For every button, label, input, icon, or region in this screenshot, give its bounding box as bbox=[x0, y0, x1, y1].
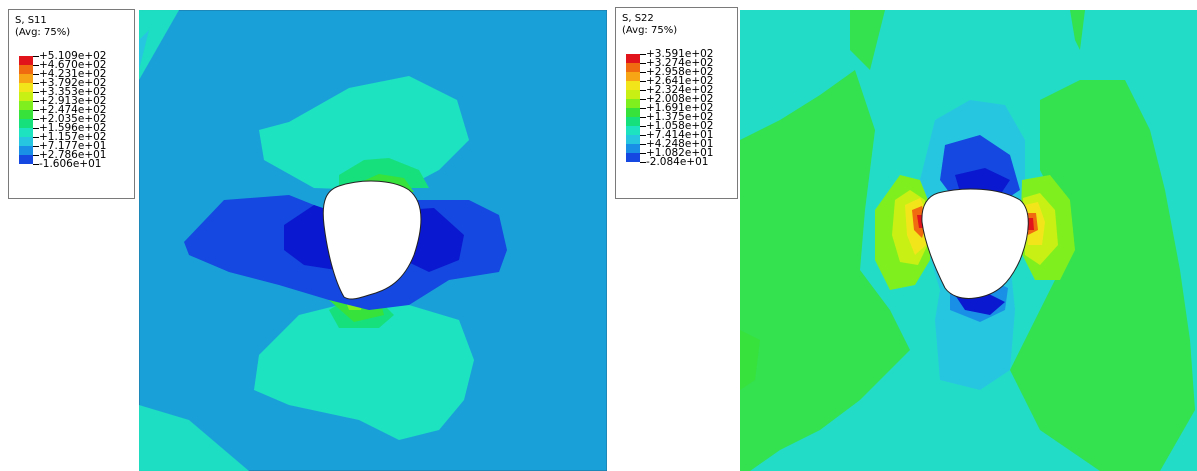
s22-legend-label: +1.082e+01 bbox=[646, 147, 714, 159]
s22-swatch bbox=[626, 63, 640, 72]
s22-legend-label: +2.641e+02 bbox=[646, 75, 714, 87]
s11-legend-subtitle: (Avg: 75%) bbox=[15, 27, 71, 38]
s22-swatch bbox=[626, 126, 640, 135]
s11-legend-label: +3.792e+02 bbox=[39, 77, 107, 89]
s22-swatch bbox=[626, 144, 640, 153]
s11-swatch bbox=[19, 74, 33, 83]
s22-legend-label: +2.958e+02 bbox=[646, 66, 714, 78]
s11-legend-label: +7.177e+01 bbox=[39, 140, 107, 152]
s11-legend: S, S11 (Avg: 75%) +5.109e+02 +4.670e+02 … bbox=[8, 9, 135, 199]
s22-swatch bbox=[626, 54, 640, 63]
s11-legend-label: +2.474e+02 bbox=[39, 104, 107, 116]
s11-swatch bbox=[19, 83, 33, 92]
s22-legend-label: +2.008e+02 bbox=[646, 93, 714, 105]
s22-contour-plot bbox=[740, 10, 1197, 471]
s22-swatch bbox=[626, 108, 640, 117]
s11-swatch bbox=[19, 155, 33, 164]
s22-legend-label: -2.084e+01 bbox=[646, 156, 709, 168]
s22-legend-label: +7.414e+01 bbox=[646, 129, 714, 141]
s11-legend-title: S, S11 bbox=[15, 15, 47, 26]
s11-swatch bbox=[19, 119, 33, 128]
s22-legend-title: S, S22 bbox=[622, 13, 654, 24]
s22-legend-label: +1.691e+02 bbox=[646, 102, 714, 114]
s11-legend-label: +1.157e+02 bbox=[39, 131, 107, 143]
s11-legend-label: +4.231e+02 bbox=[39, 68, 107, 80]
s11-swatch bbox=[19, 128, 33, 137]
s11-swatch bbox=[19, 56, 33, 65]
s22-legend: S, S22 (Avg: 75%) +3.591e+02 +3.274e+02 … bbox=[615, 7, 738, 199]
s22-legend-subtitle: (Avg: 75%) bbox=[622, 25, 678, 36]
s11-swatch bbox=[19, 65, 33, 74]
s11-swatch bbox=[19, 92, 33, 101]
s22-legend-label: +1.375e+02 bbox=[646, 111, 714, 123]
s11-legend-label: -1.606e+01 bbox=[39, 158, 102, 170]
s22-swatch bbox=[626, 117, 640, 126]
s22-legend-label: +3.274e+02 bbox=[646, 57, 714, 69]
s22-swatch bbox=[626, 81, 640, 90]
s11-legend-label: +1.596e+02 bbox=[39, 122, 107, 134]
s11-swatch bbox=[19, 110, 33, 119]
s11-legend-label: +2.035e+02 bbox=[39, 113, 107, 125]
s22-legend-label: +3.591e+02 bbox=[646, 48, 714, 60]
s22-swatch bbox=[626, 135, 640, 144]
s11-legend-label: +4.670e+02 bbox=[39, 59, 107, 71]
s22-swatch bbox=[626, 90, 640, 99]
s22-swatch bbox=[626, 153, 640, 162]
s11-swatch bbox=[19, 137, 33, 146]
s22-legend-label: +1.058e+02 bbox=[646, 120, 714, 132]
s11-swatch bbox=[19, 146, 33, 155]
s11-legend-label: +5.109e+02 bbox=[39, 50, 107, 62]
s22-legend-label: +4.248e+01 bbox=[646, 138, 714, 150]
s22-legend-label: +2.324e+02 bbox=[646, 84, 714, 96]
s22-swatch bbox=[626, 72, 640, 81]
s22-swatch bbox=[626, 99, 640, 108]
s11-legend-label: +3.353e+02 bbox=[39, 86, 107, 98]
s11-swatch bbox=[19, 101, 33, 110]
s11-legend-label: +2.786e+01 bbox=[39, 149, 107, 161]
s11-legend-label: +2.913e+02 bbox=[39, 95, 107, 107]
s11-contour-plot bbox=[139, 10, 607, 471]
